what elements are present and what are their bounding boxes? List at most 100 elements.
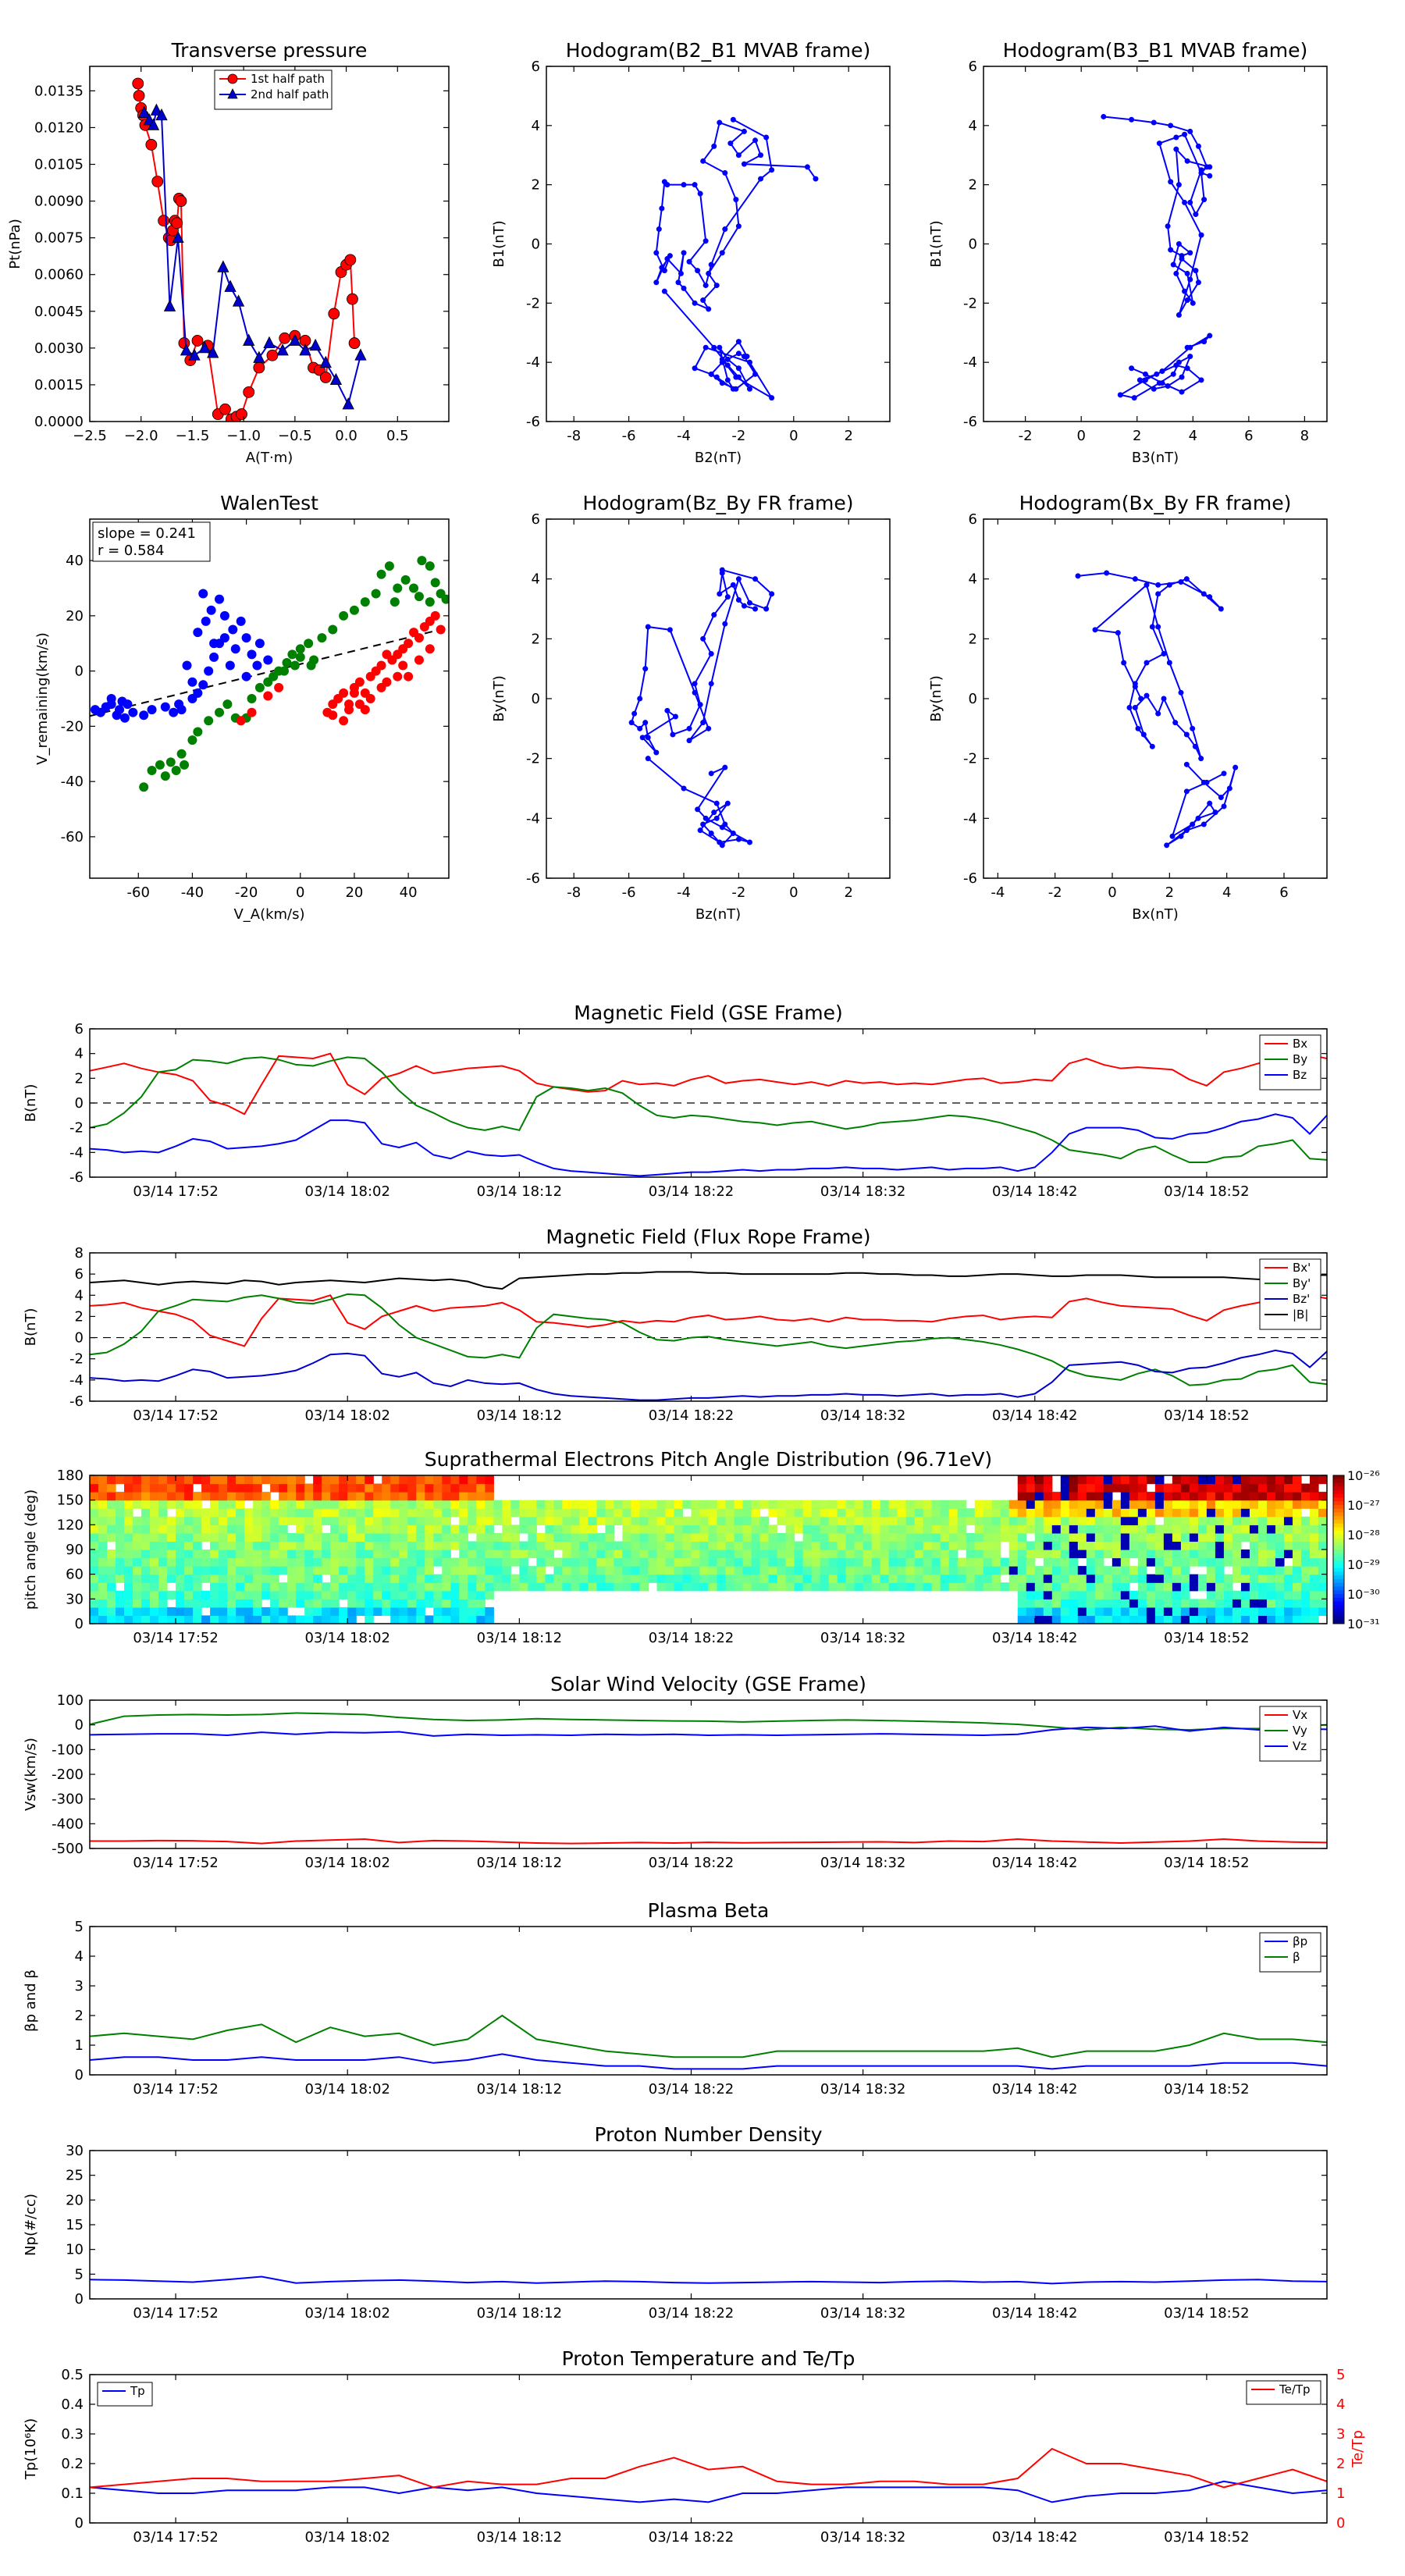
heatmap-cell [1163,1483,1173,1493]
heatmap-cell [433,1475,443,1485]
heatmap-cell [304,1574,314,1583]
heatmap-cell [1275,1615,1285,1624]
heatmap-cell [614,1566,624,1575]
heatmap-cell [665,1550,675,1559]
heatmap-cell [742,1566,752,1575]
heatmap-cell [330,1475,340,1485]
colorbar-segment [1333,1557,1344,1561]
heatmap-cell [811,1516,821,1525]
heatmap-cell [828,1516,838,1525]
heatmap-cell [158,1615,168,1624]
heatmap-cell [639,1541,649,1550]
heatmap-cell [528,1574,537,1583]
y-right-axis-label: Te/Tp [1350,2430,1366,2468]
heatmap-cell [382,1566,391,1575]
colorbar-segment [1333,1594,1344,1599]
heatmap-cell [193,1500,202,1509]
y-tick-label: 0.0030 [34,340,84,357]
heatmap-cell [1223,1532,1233,1542]
heatmap-cell [631,1516,641,1525]
data-point [145,139,158,151]
heatmap-cell [407,1557,417,1567]
colorbar-segment [1333,1475,1344,1480]
heatmap-cell [1146,1550,1156,1559]
heatmap-cell [330,1574,340,1583]
hodogram-point [719,356,725,362]
heatmap-cell [665,1532,675,1542]
heatmap-cell [596,1566,606,1575]
heatmap-cell [1154,1557,1165,1567]
heatmap-cell [966,1574,976,1583]
x-tick-label: -4 [677,428,691,444]
heatmap-cell [184,1574,194,1583]
heatmap-cell [150,1550,159,1559]
heatmap-cell [863,1574,873,1583]
colorbar-segment [1333,1564,1344,1569]
heatmap-cell [880,1525,890,1534]
heatmap-cell [98,1615,108,1624]
heatmap-cell [1223,1550,1233,1559]
heatmap-cell [725,1566,735,1575]
hodogram-point [1166,582,1172,588]
heatmap-cell [648,1508,658,1517]
heatmap-cell [399,1606,408,1617]
heatmap-cell [390,1492,400,1501]
heatmap-cell [1051,1516,1062,1525]
hodogram-point [1173,362,1179,368]
heatmap-cell [261,1516,271,1525]
heatmap-cell [425,1541,434,1550]
hodogram-point [735,339,742,345]
heatmap-cell [459,1550,468,1559]
heatmap-cell [1172,1550,1182,1559]
heatmap-cell [313,1508,322,1517]
heatmap-cell [253,1500,262,1509]
heatmap-cell [768,1550,778,1559]
heatmap-cell [974,1557,984,1567]
heatmap-cell [528,1541,537,1550]
heatmap-cell [571,1541,580,1550]
heatmap-cell [1017,1492,1027,1501]
heatmap-cell [863,1516,873,1525]
heatmap-cell [236,1582,245,1592]
heatmap-cell [742,1541,752,1550]
heatmap-cell [365,1615,374,1624]
x-tick-label: -2 [1019,428,1033,444]
heatmap-cell [1172,1532,1182,1542]
heatmap-cell [931,1541,941,1550]
y-axis-label: B(nT) [23,1308,39,1347]
heatmap-cell [296,1532,305,1542]
heatmap-cell [854,1574,864,1583]
heatmap-cell [674,1508,684,1517]
heatmap-cell [133,1532,142,1542]
heatmap-cell [631,1525,641,1534]
heatmap-cell [98,1475,108,1485]
hodogram-point [1176,312,1182,318]
heatmap-cell [459,1599,468,1608]
heatmap-cell [519,1508,528,1517]
heatmap-cell [742,1525,752,1534]
heatmap-cell [759,1541,770,1550]
heatmap-cell [98,1492,108,1501]
heatmap-cell [854,1582,864,1592]
heatmap-cell [382,1532,391,1542]
hodogram-point [735,597,742,603]
heatmap-cell [691,1566,701,1575]
heatmap-cell [562,1525,571,1534]
heatmap-cell [1249,1525,1259,1534]
heatmap-cell [399,1566,408,1575]
heatmap-cell [1017,1599,1027,1608]
heatmap-cell [373,1508,382,1517]
heatmap-cell [141,1475,151,1485]
heatmap-cell [416,1606,425,1617]
heatmap-cell [845,1582,855,1592]
heatmap-cell [553,1541,563,1550]
heatmap-cell [545,1541,554,1550]
heatmap-cell [897,1500,907,1509]
heatmap-cell [768,1541,778,1550]
y-tick-label: 0.0120 [34,119,84,136]
heatmap-cell [931,1574,941,1583]
heatmap-cell [897,1508,907,1517]
hodogram-point [1187,199,1193,205]
heatmap-cell [1060,1516,1070,1525]
heatmap-cell [201,1566,211,1575]
